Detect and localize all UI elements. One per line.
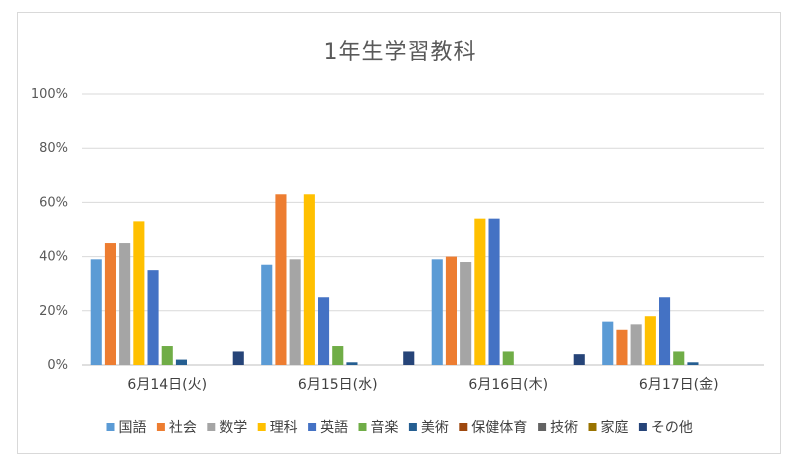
bar [175,359,187,365]
legend-entry: その他 [651,420,693,436]
legend-entry: 英語 [320,419,348,436]
legend-entry: 美術 [421,420,449,436]
legend-swatch [358,423,367,431]
y-axis-tick-labels: 0% 20% 40% 60% 80% 100% [31,87,68,373]
legend-entry: 社会 [169,420,197,436]
bar [602,321,614,365]
bar [488,218,500,365]
legend-swatch [408,423,417,431]
x-category-label: 6月14日(火) [127,377,207,393]
bar [460,262,472,365]
x-category-label: 6月15日(水) [298,377,378,393]
y-tick-label: 0% [47,358,68,373]
legend-swatch [459,423,468,431]
legend: 国語 社会 数学 理科 英語 音楽 美術 保健体育 技術 家庭 その他 [106,419,693,436]
y-tick-label: 20% [39,304,68,319]
legend-swatch [308,423,317,431]
legend-swatch [207,423,216,431]
bar [346,362,358,365]
bar [289,259,301,365]
legend-swatch [106,423,115,431]
legend-entry: 国語 [119,420,147,436]
legend-entry: 数学 [219,420,247,436]
y-tick-label: 80% [39,141,68,156]
grid-lines [82,93,764,366]
chart-title: 1年生学習教科 [323,40,477,65]
bar [161,346,173,365]
bar [673,351,685,365]
y-tick-label: 40% [39,250,68,265]
y-tick-label: 60% [39,195,68,210]
legend-swatch [538,423,547,431]
bar [303,194,315,365]
bar [630,324,642,365]
bar [431,259,443,365]
bar [104,243,116,365]
bar [275,194,287,365]
legend-entry: 音楽 [371,419,399,436]
bar [147,270,159,365]
bar [261,264,273,365]
bar [318,297,330,365]
legend-swatch [257,423,266,431]
x-axis-category-labels: 6月14日(火) 6月15日(水) 6月16日(木) 6月17日(金) [127,377,718,393]
legend-entry: 保健体育 [471,420,527,436]
bar [659,297,671,365]
bar [616,329,628,365]
x-category-label: 6月17日(金) [639,377,719,393]
legend-swatch [156,423,165,431]
bar [232,351,244,365]
bar [687,362,699,365]
legend-entry: 理科 [270,420,298,436]
legend-swatch [588,423,597,431]
bar [332,346,344,365]
legend-swatch [638,423,647,431]
bar [90,259,102,365]
bar [445,256,457,365]
bar [474,218,486,365]
bar [133,221,145,365]
legend-entry: 技術 [550,420,578,436]
x-category-label: 6月16日(木) [468,377,548,393]
bar [502,351,514,365]
y-tick-label: 100% [31,87,68,102]
bar [573,354,585,365]
bar [644,316,656,365]
bars [90,194,699,365]
bar [119,243,131,365]
legend-entry: 家庭 [601,419,629,436]
bar [403,351,415,365]
